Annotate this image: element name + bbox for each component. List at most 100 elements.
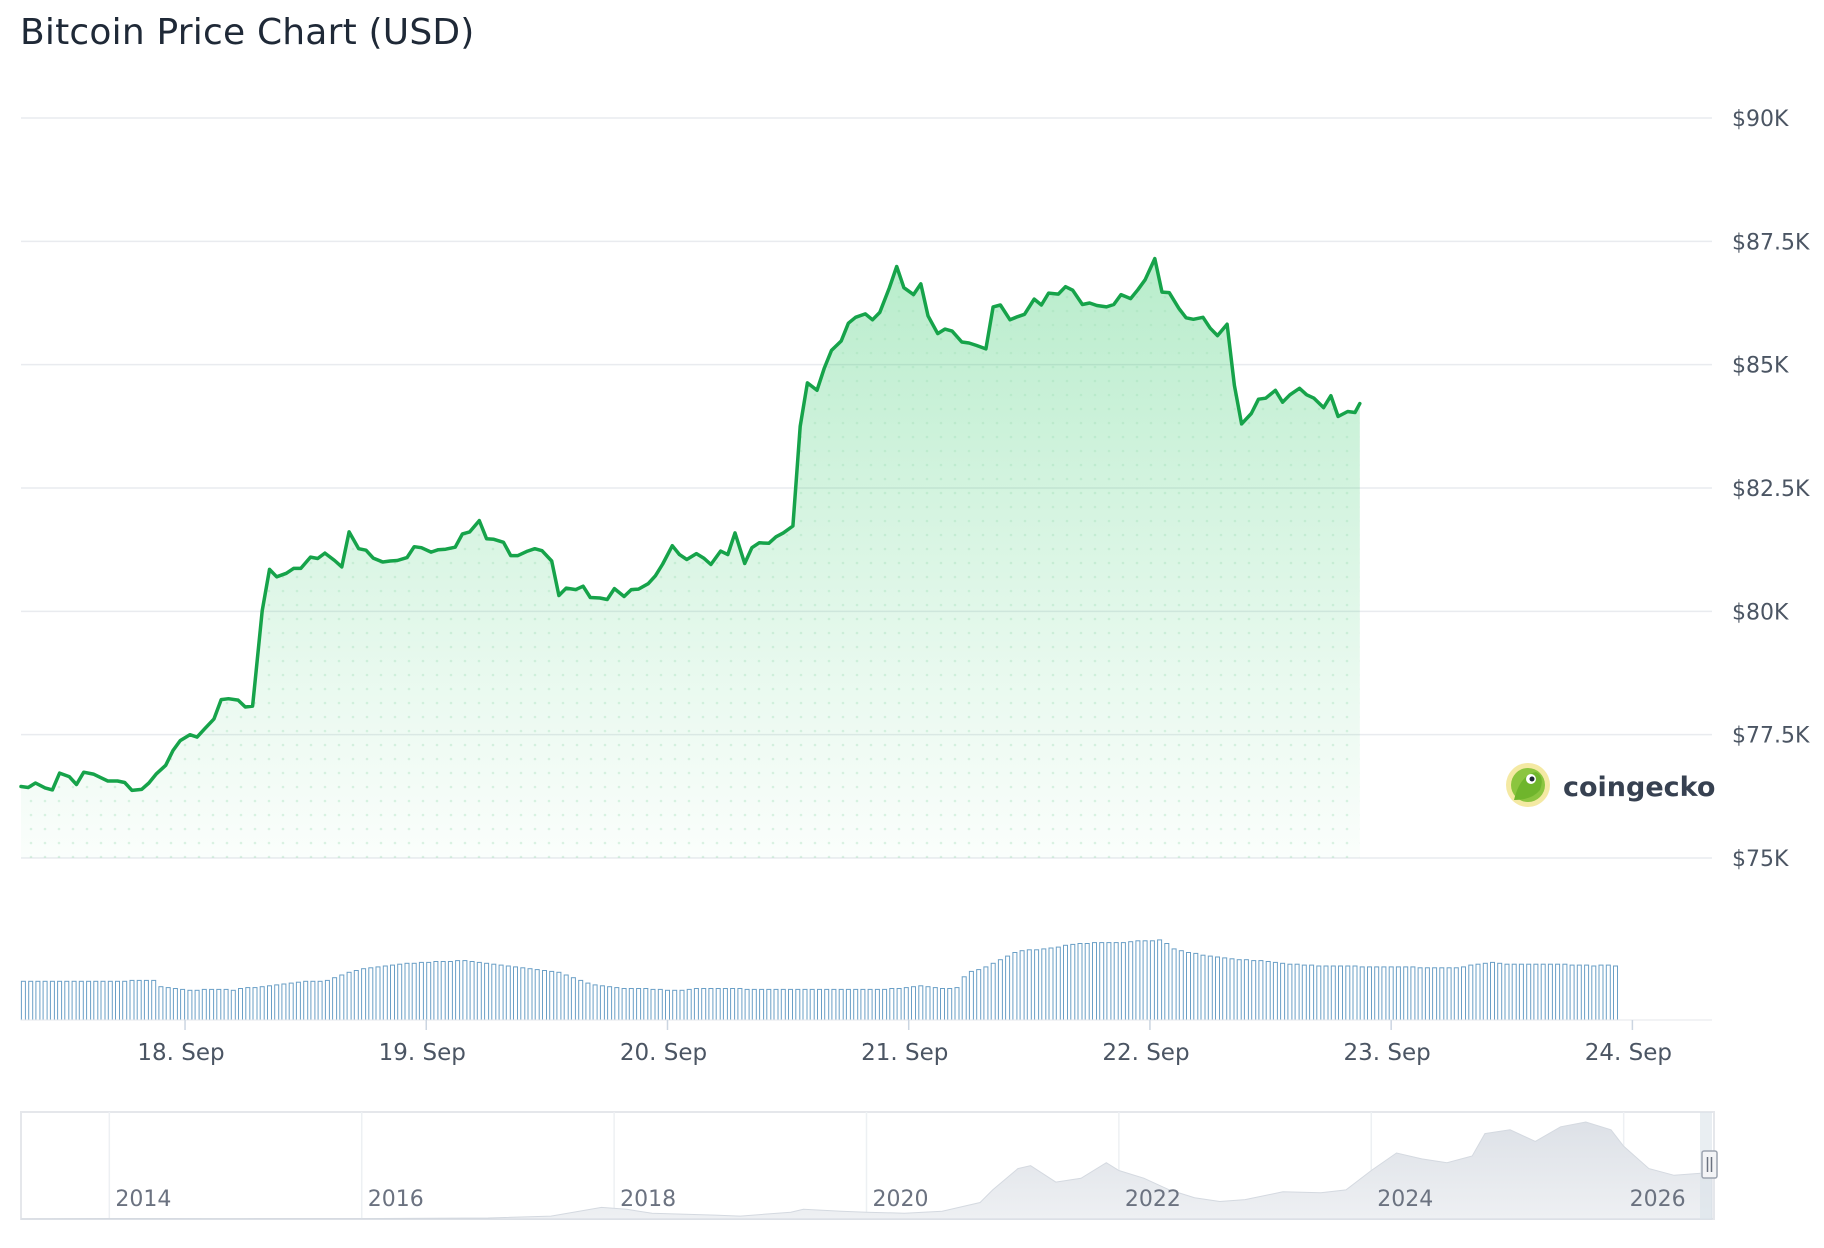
volume-bar (1070, 943, 1076, 1021)
price-line-layer (19, 256, 1362, 793)
volume-bar (1591, 965, 1597, 1021)
navigator-ticks: 2014 2016 2018 2020 2022 2024 2026 (115, 1187, 1685, 1212)
volume-bar (1280, 962, 1286, 1021)
volume-bar (722, 988, 728, 1021)
volume-bar (209, 988, 215, 1021)
volume-bar (1395, 966, 1401, 1021)
volume-bar (1461, 966, 1466, 1021)
volume-bar (1063, 944, 1068, 1021)
volume-bar (1533, 963, 1539, 1021)
price-line (19, 256, 1362, 793)
x-tick-label: 23. Sep (1344, 1040, 1431, 1066)
volume-bar (1323, 965, 1329, 1021)
volume-bar (592, 984, 598, 1021)
y-axis-ticks: $75K $77.5K $80K $82.5K $85K $87.5K $90K (1732, 107, 1810, 872)
volume-bar (802, 988, 808, 1021)
volume-bar (230, 989, 236, 1021)
volume-bar (968, 970, 974, 1021)
navigator-panel[interactable]: 2014 2016 2018 2020 2022 2024 2026 (20, 1111, 1718, 1220)
navigator-handle[interactable] (1701, 1150, 1718, 1179)
volume-bar (1345, 965, 1351, 1021)
volume-bar (1207, 955, 1213, 1021)
volume-bar (1388, 966, 1394, 1021)
volume-bar (1605, 964, 1611, 1021)
navigator-tick-label: 2024 (1377, 1187, 1433, 1212)
x-tick-label: 22. Sep (1102, 1040, 1189, 1066)
volume-bar (1511, 963, 1517, 1021)
navigator-tick-label: 2020 (873, 1187, 929, 1212)
volume-bar (1077, 943, 1083, 1021)
volume-bar (759, 988, 765, 1021)
volume-bar (1012, 952, 1018, 1021)
volume-bar (542, 970, 547, 1021)
volume-bar (78, 980, 84, 1021)
volume-bar (1497, 962, 1503, 1021)
volume-bar (267, 985, 272, 1021)
volume-bar (896, 988, 902, 1021)
volume-bar (990, 962, 996, 1021)
volume-bar (657, 988, 663, 1021)
y-tick-label: $87.5K (1732, 230, 1810, 255)
volume-bar (1092, 942, 1097, 1021)
volume-bar (1453, 967, 1459, 1021)
x-tick-label: 21. Sep (861, 1040, 948, 1066)
volume-bar (563, 974, 569, 1021)
volume-bar (795, 988, 801, 1021)
volume-bar (1547, 963, 1553, 1021)
volume-bar (1236, 959, 1242, 1021)
volume-bar (1576, 964, 1582, 1021)
y-tick-label: $90K (1732, 107, 1789, 132)
volume-bar (143, 979, 149, 1021)
volume-bar (375, 966, 381, 1021)
volume-bar (1019, 950, 1025, 1021)
volume-bar (1120, 942, 1126, 1021)
volume-bar (35, 980, 41, 1021)
volume-bar (903, 987, 909, 1021)
volume-bar (1417, 967, 1423, 1021)
volume-bar (1272, 961, 1278, 1021)
chart-title: Bitcoin Price Chart (USD) (20, 12, 475, 53)
volume-bar (607, 986, 613, 1021)
volume-bar (1301, 964, 1307, 1021)
volume-bar (585, 982, 591, 1021)
volume-bar (440, 961, 446, 1021)
volume-bar (1229, 958, 1235, 1021)
volume-bar (187, 989, 193, 1021)
volume-bar (505, 965, 511, 1021)
volume-bar (788, 988, 793, 1021)
volume-bar (1041, 948, 1047, 1021)
volume-bar (346, 971, 352, 1021)
volume-bar (86, 980, 92, 1021)
x-tick-label: 19. Sep (379, 1040, 466, 1066)
volume-bar (469, 961, 475, 1021)
volume-bar (751, 988, 757, 1021)
volume-bar (693, 988, 699, 1021)
volume-bar (223, 988, 229, 1021)
volume-bar (954, 987, 960, 1021)
volume-bar (556, 971, 562, 1021)
volume-bar (491, 963, 497, 1021)
volume-bar (353, 970, 359, 1021)
volume-bar (1540, 963, 1546, 1021)
volume-bar (129, 979, 135, 1021)
volume-bar (107, 980, 113, 1021)
volume-bar (549, 970, 555, 1021)
volume-bar (961, 976, 967, 1021)
volume-bar (382, 965, 388, 1021)
volume-bar (1106, 942, 1112, 1021)
volume-bar (867, 988, 873, 1021)
volume-bar (71, 980, 77, 1021)
volume-bar (621, 988, 627, 1021)
volume-bar (845, 988, 851, 1021)
volume-bar (361, 968, 367, 1021)
volume-bar (1468, 964, 1474, 1021)
y-tick-label: $82.5K (1732, 477, 1810, 502)
volume-bar (1099, 942, 1105, 1021)
volume-bar (1439, 967, 1445, 1021)
volume-bar (650, 988, 656, 1021)
volume-bar (1598, 964, 1604, 1021)
volume-bar (498, 964, 504, 1021)
volume-bar (513, 966, 518, 1021)
volume-bar (773, 988, 779, 1021)
